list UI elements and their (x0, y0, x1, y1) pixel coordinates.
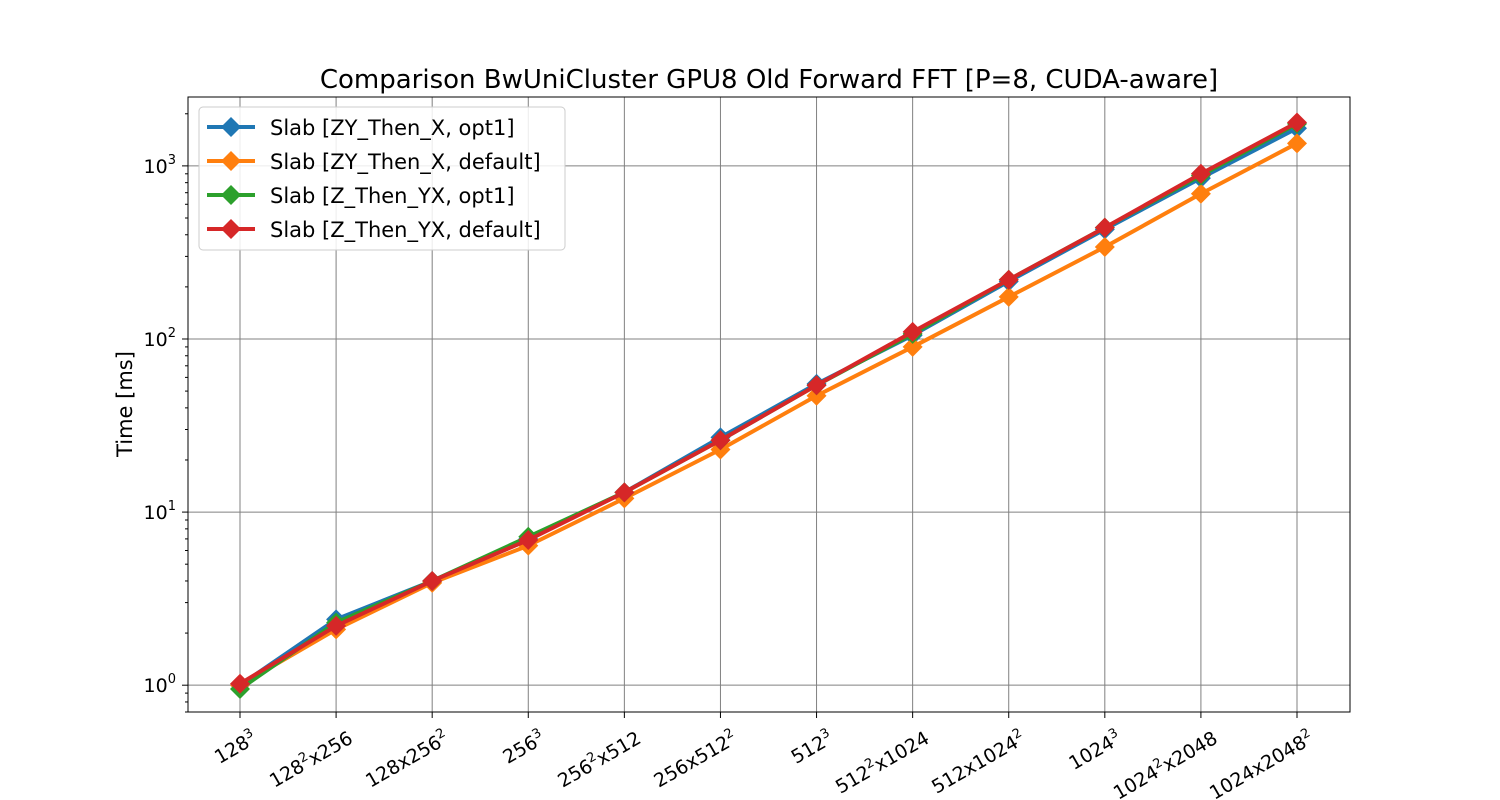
data-point (710, 430, 731, 451)
data-point (1190, 163, 1211, 184)
data-point (998, 269, 1019, 290)
data-point (806, 385, 827, 406)
legend-label: Slab [ZY_Then_X, default] (270, 150, 541, 175)
data-point (902, 321, 923, 342)
legend-entry: Slab [Z_Then_YX, default] (207, 218, 541, 243)
data-point (902, 336, 923, 357)
data-point (806, 375, 827, 396)
x-tick-label: 128x2562 (361, 726, 453, 793)
x-tick-label: 2563 (498, 726, 549, 769)
legend-marker (221, 219, 241, 239)
x-tick-label: 512x10242 (927, 726, 1029, 799)
data-point (998, 286, 1019, 307)
x-tick-label: 10243 (1064, 726, 1125, 775)
series-layer (230, 112, 1307, 700)
x-tick-label: 256x5122 (649, 726, 741, 793)
x-tick-label: 5123 (786, 726, 837, 769)
x-tick-label: 2562x512 (553, 726, 645, 793)
data-point (1287, 112, 1307, 133)
legend-entry: Slab [ZY_Then_X, opt1] (207, 116, 515, 141)
series-line (238, 120, 1298, 686)
data-point (422, 570, 443, 591)
y-tick-label: 101 (144, 499, 176, 524)
y-axis-label: Time [ms] (113, 351, 137, 458)
x-tick-label: 10242x2048 (1109, 726, 1222, 800)
data-point (1094, 217, 1115, 238)
chart-title: Comparison BwUniCluster GPU8 Old Forward… (320, 65, 1218, 95)
data-point (614, 482, 635, 503)
y-tick-label: 103 (144, 153, 176, 178)
x-tick-label: 1283 (210, 726, 261, 769)
legend-label: Slab [ZY_Then_X, opt1] (270, 116, 515, 141)
data-point (1287, 133, 1307, 154)
series-4 (230, 112, 1307, 694)
legend-box (198, 106, 566, 251)
data-point (518, 529, 539, 550)
legend-marker (221, 117, 241, 137)
x-tick-label: 5122x1024 (831, 726, 933, 799)
legend-entry: Slab [Z_Then_YX, opt1] (207, 184, 515, 209)
legend-label: Slab [Z_Then_YX, opt1] (270, 184, 515, 209)
legend-entry: Slab [ZY_Then_X, default] (207, 150, 541, 175)
data-point (1190, 183, 1211, 204)
data-point (326, 615, 347, 636)
x-tick-label: 1282x256 (265, 726, 357, 793)
legend-marker (221, 151, 241, 171)
legend-label: Slab [Z_Then_YX, default] (270, 218, 541, 243)
x-tick-label: 1024x20482 (1205, 726, 1318, 800)
data-point (230, 673, 250, 694)
y-tick-label: 102 (144, 326, 176, 351)
y-tick-label: 100 (144, 672, 176, 697)
data-point (1094, 236, 1115, 257)
plot-frame (187, 96, 1351, 713)
legend-marker (221, 185, 241, 205)
legend: Slab [ZY_Then_X, opt1] Slab [ZY_Then_X, d… (198, 106, 566, 251)
